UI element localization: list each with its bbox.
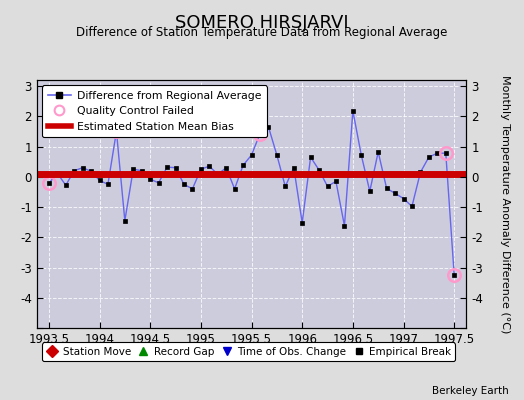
Text: Berkeley Earth: Berkeley Earth (432, 386, 508, 396)
Y-axis label: Monthly Temperature Anomaly Difference (°C): Monthly Temperature Anomaly Difference (… (500, 75, 510, 333)
Text: SOMERO HIRSJARVI: SOMERO HIRSJARVI (175, 14, 349, 32)
Legend: Difference from Regional Average, Quality Control Failed, Estimated Station Mean: Difference from Regional Average, Qualit… (42, 86, 267, 137)
Legend: Station Move, Record Gap, Time of Obs. Change, Empirical Break: Station Move, Record Gap, Time of Obs. C… (42, 342, 455, 361)
Text: Difference of Station Temperature Data from Regional Average: Difference of Station Temperature Data f… (77, 26, 447, 39)
